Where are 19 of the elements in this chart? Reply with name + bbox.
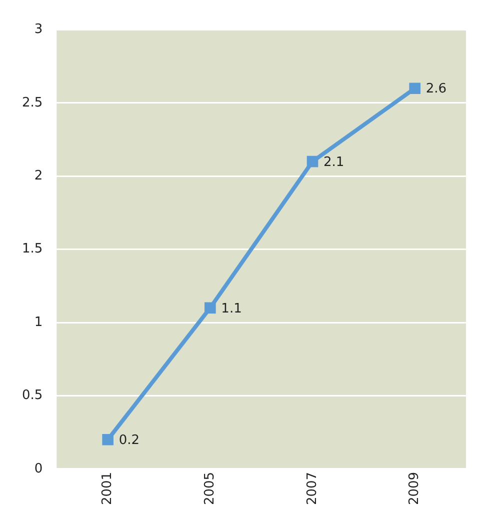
y-tick-label: 2 <box>34 168 43 184</box>
point <box>306 156 318 168</box>
data-label: 2.6 <box>426 82 447 97</box>
point <box>204 302 216 314</box>
y-tick-label: 0 <box>34 461 43 476</box>
y-tick-label: 0.5 <box>22 388 43 404</box>
y-tick-label: 2.5 <box>22 95 43 110</box>
data-label: 0.2 <box>118 433 140 448</box>
data-label: 1.1 <box>221 301 242 316</box>
x-tick-label: 2005 <box>202 472 218 506</box>
x-tick-label: 2009 <box>407 472 422 506</box>
x-tick-label: 2001 <box>100 472 116 506</box>
y-tick-label: 1.5 <box>22 242 43 257</box>
point <box>102 434 114 446</box>
y-tick-label: 1 <box>34 314 43 330</box>
data-label: 2.1 <box>324 154 344 170</box>
point <box>409 82 420 94</box>
y-tick-label: 3 <box>34 22 43 38</box>
x-tick-label: 2007 <box>304 472 320 506</box>
